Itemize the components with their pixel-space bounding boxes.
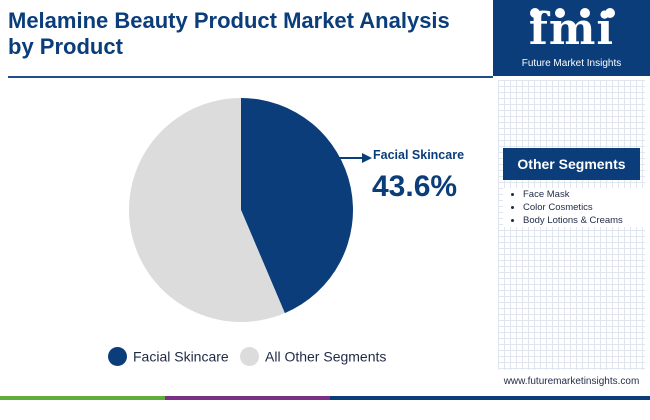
bottom-bar-green: [0, 396, 165, 400]
legend-swatch-facial-skincare: [108, 347, 127, 366]
legend-label-all-other-segments: All Other Segments: [265, 348, 387, 365]
pie-slice-all-other-segments: [129, 98, 285, 322]
legend-item-all-other-segments: All Other Segments: [240, 347, 386, 366]
pie-chart: [129, 98, 354, 322]
pie-slice-facial-skincare: [241, 98, 354, 314]
page-title: Melamine Beauty Product Market Analysis …: [8, 8, 450, 59]
list-item: Body Lotions & Creams: [523, 214, 650, 227]
bottom-bar-purple: [165, 396, 330, 400]
brand-name: Future Market Insights: [521, 58, 622, 69]
brand-logo: fmi: [528, 4, 615, 55]
list-item: Face Mask: [523, 188, 650, 201]
list-item: Color Cosmetics: [523, 201, 650, 214]
sidebar: fmi Future Market Insights Other Segment…: [493, 0, 650, 400]
annotation-label: Facial Skincare: [373, 148, 465, 162]
annotation-value: 43.6%: [372, 170, 458, 203]
brand-header: fmi Future Market Insights: [493, 0, 650, 76]
other-segments-heading: Other Segments: [503, 148, 640, 180]
bottom-bar-blue: [330, 396, 650, 400]
bottom-color-bar: [0, 396, 650, 400]
legend-label-facial-skincare: Facial Skincare: [133, 348, 229, 365]
website-url[interactable]: www.futuremarketinsights.com: [503, 376, 640, 387]
title-divider: [8, 76, 493, 78]
legend-item-facial-skincare: Facial Skincare: [108, 347, 229, 366]
other-segments-list: Face Mask Color Cosmetics Body Lotions &…: [503, 188, 650, 227]
annotation-arrow: [334, 153, 372, 163]
legend-swatch-all-other-segments: [240, 347, 259, 366]
